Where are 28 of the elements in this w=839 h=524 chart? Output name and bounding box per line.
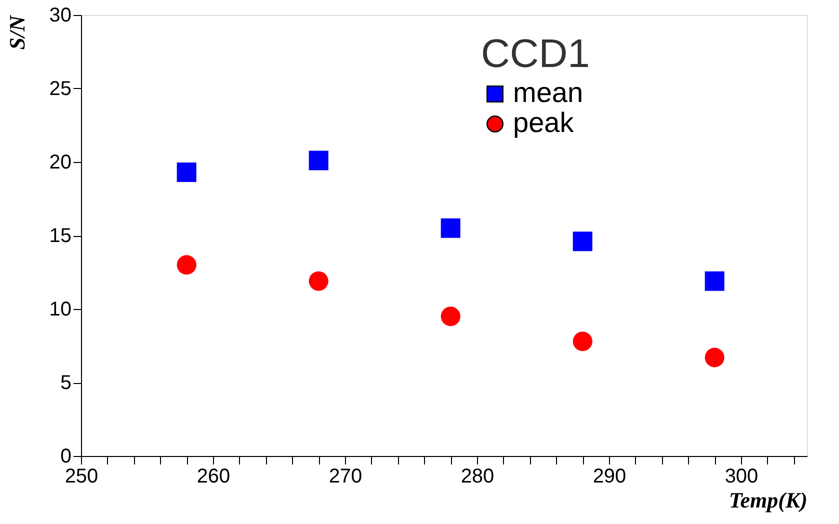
y-tick-label: 10 <box>49 298 72 320</box>
y-axis-title: S/N <box>4 14 30 50</box>
x-tick-label: 260 <box>196 466 230 488</box>
point <box>176 255 196 275</box>
point <box>308 150 328 170</box>
legend-label: peak <box>513 107 575 138</box>
point <box>440 218 460 238</box>
legend-title: CCD1 <box>481 32 590 76</box>
point <box>440 306 460 326</box>
y-tick-label: 15 <box>49 225 72 247</box>
y-tick-label: 5 <box>60 372 72 394</box>
y-tick-label: 20 <box>49 152 72 174</box>
x-tick-label: 300 <box>724 466 758 488</box>
point <box>572 332 592 352</box>
y-tick-label: 30 <box>49 4 72 26</box>
x-tick-label: 270 <box>328 466 362 488</box>
x-tick-label: 290 <box>592 466 626 488</box>
y-tick-label: 0 <box>60 446 72 468</box>
point <box>704 271 724 291</box>
legend-label: mean <box>513 77 584 108</box>
point <box>308 271 328 291</box>
x-axis-title: Temp(K) <box>728 488 808 512</box>
point <box>704 348 724 368</box>
x-tick-label: 250 <box>64 466 98 488</box>
point <box>572 232 592 252</box>
y-tick-label: 25 <box>49 78 72 100</box>
x-tick-label: 280 <box>460 466 494 488</box>
point <box>176 162 196 182</box>
